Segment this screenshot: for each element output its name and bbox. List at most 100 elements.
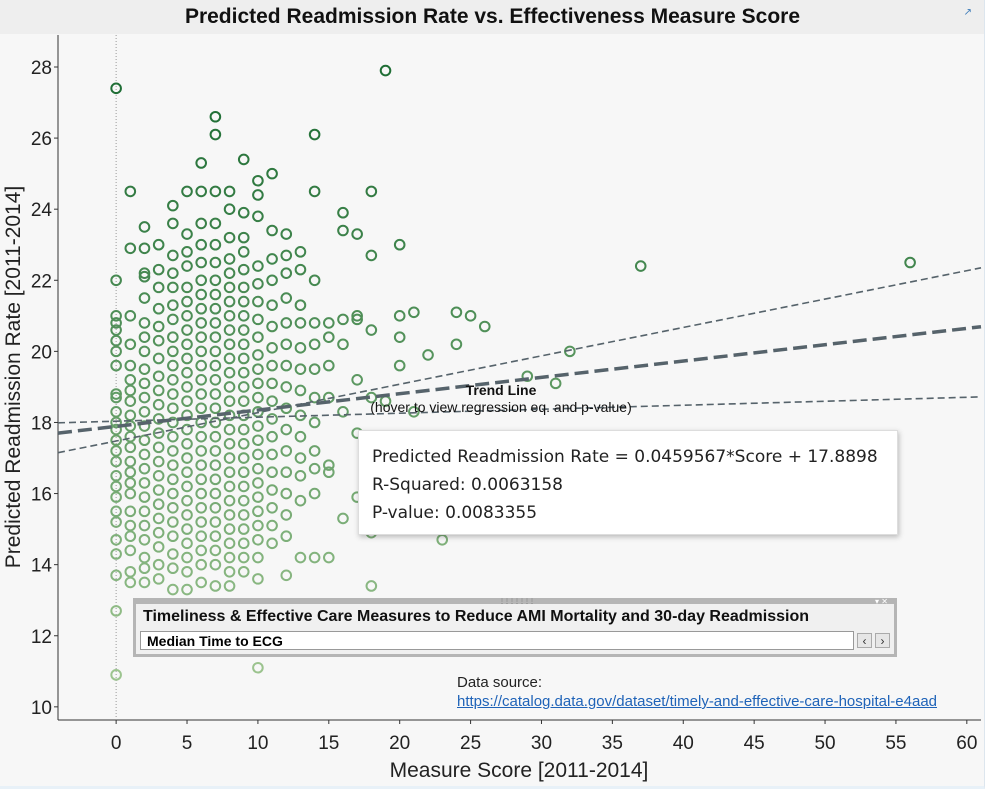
data-point[interactable] (308, 363, 321, 375)
data-point[interactable] (308, 487, 321, 500)
data-point[interactable] (393, 310, 406, 322)
data-point[interactable] (209, 238, 222, 251)
data-point[interactable] (308, 391, 321, 404)
data-point[interactable] (323, 331, 335, 343)
data-point[interactable] (167, 299, 179, 311)
data-point[interactable] (393, 331, 406, 343)
data-point[interactable] (167, 281, 179, 294)
data-point[interactable] (195, 288, 207, 301)
data-point[interactable] (294, 430, 307, 443)
data-point[interactable] (195, 331, 207, 343)
data-point[interactable] (152, 558, 165, 571)
data-point[interactable] (308, 416, 321, 429)
data-point[interactable] (280, 267, 293, 279)
data-point[interactable] (209, 516, 222, 528)
data-point[interactable] (223, 551, 236, 564)
data-point[interactable] (138, 462, 151, 475)
data-point[interactable] (308, 185, 321, 198)
data-point[interactable] (195, 430, 207, 443)
data-point[interactable] (124, 185, 137, 198)
data-point[interactable] (195, 217, 207, 230)
data-point[interactable] (280, 487, 293, 500)
data-point[interactable] (351, 310, 363, 322)
data-point[interactable] (323, 317, 335, 329)
data-point[interactable] (195, 345, 207, 358)
data-point[interactable] (124, 530, 137, 543)
data-point[interactable] (138, 477, 151, 489)
data-point[interactable] (223, 423, 236, 436)
data-point[interactable] (223, 537, 236, 550)
data-point[interactable] (209, 185, 222, 198)
data-point[interactable] (223, 580, 236, 592)
data-point[interactable] (167, 445, 179, 457)
data-point[interactable] (337, 206, 349, 219)
data-point[interactable] (124, 477, 137, 489)
data-point[interactable] (223, 203, 236, 215)
data-point[interactable] (337, 338, 349, 351)
data-point[interactable] (195, 558, 207, 571)
data-point[interactable] (167, 459, 179, 471)
data-point[interactable] (209, 580, 222, 592)
data-point[interactable] (167, 374, 179, 386)
data-point[interactable] (237, 423, 250, 436)
data-point[interactable] (209, 459, 222, 471)
data-point[interactable] (351, 228, 363, 240)
panel-menu-close-icon[interactable]: ▾ ✕ (875, 597, 888, 606)
popout-icon[interactable]: ↗ (963, 7, 972, 18)
data-point[interactable] (223, 494, 236, 507)
data-point[interactable] (436, 533, 449, 546)
data-point[interactable] (237, 494, 250, 507)
data-point[interactable] (294, 494, 307, 507)
data-point[interactable] (209, 388, 222, 400)
data-point[interactable] (152, 398, 165, 411)
data-point[interactable] (138, 292, 151, 304)
data-point[interactable] (237, 466, 250, 479)
data-point[interactable] (294, 317, 307, 329)
data-point[interactable] (280, 530, 293, 543)
data-point[interactable] (110, 491, 122, 503)
data-point[interactable] (408, 406, 420, 418)
data-point[interactable] (124, 466, 137, 479)
data-point[interactable] (138, 345, 151, 358)
data-point[interactable] (323, 466, 335, 479)
data-point[interactable] (464, 310, 477, 322)
data-point[interactable] (167, 473, 179, 486)
data-point[interactable] (237, 437, 250, 450)
data-point[interactable] (252, 295, 264, 308)
data-point[interactable] (167, 345, 179, 358)
data-point[interactable] (266, 377, 278, 390)
data-point[interactable] (351, 313, 363, 326)
data-point[interactable] (223, 565, 236, 578)
data-point[interactable] (167, 388, 179, 400)
data-point[interactable] (181, 395, 193, 407)
data-point[interactable] (308, 128, 321, 141)
data-point[interactable] (237, 263, 250, 276)
data-point[interactable] (280, 423, 293, 436)
data-point[interactable] (138, 363, 151, 375)
data-point[interactable] (110, 423, 122, 436)
data-point[interactable] (167, 402, 179, 415)
data-point[interactable] (138, 448, 151, 461)
data-point[interactable] (181, 480, 193, 493)
data-point[interactable] (110, 274, 122, 287)
data-point[interactable] (110, 359, 122, 372)
data-point[interactable] (237, 324, 250, 336)
data-point[interactable] (209, 558, 222, 571)
data-point[interactable] (138, 551, 151, 564)
data-point[interactable] (379, 64, 392, 77)
data-point[interactable] (124, 384, 137, 397)
data-point[interactable] (223, 452, 236, 464)
data-point[interactable] (181, 437, 193, 450)
data-point[interactable] (181, 310, 193, 322)
data-point[interactable] (280, 381, 293, 393)
data-point[interactable] (450, 306, 463, 319)
data-point[interactable] (138, 406, 151, 418)
data-point[interactable] (337, 406, 349, 418)
data-point[interactable] (110, 416, 122, 429)
data-point[interactable] (904, 256, 916, 269)
data-point[interactable] (294, 551, 307, 564)
data-point[interactable] (195, 317, 207, 329)
data-point[interactable] (110, 569, 122, 582)
data-point[interactable] (181, 452, 193, 464)
